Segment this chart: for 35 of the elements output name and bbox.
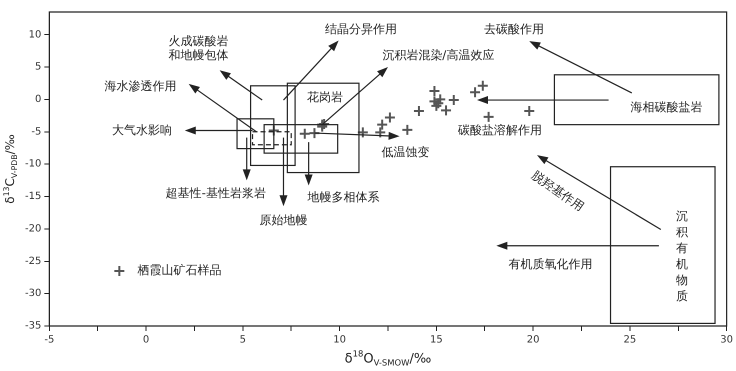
x-tick-label: 30	[720, 334, 734, 346]
y-tick-label: 10	[28, 29, 42, 40]
annotation: 碳酸盐溶解作用	[458, 123, 542, 138]
annotation: 地幔多相体系	[307, 190, 380, 204]
x-tick-label: 0	[142, 334, 150, 346]
annotation: 火成碳酸岩和地幔包体	[167, 34, 230, 62]
y-tick-label: -10	[24, 158, 42, 170]
y-tick-label: -15	[24, 191, 42, 202]
x-tick-label: 5	[240, 334, 246, 346]
annotation: 花岗岩	[307, 90, 344, 104]
annotation: 海相碳酸盐岩	[630, 100, 703, 114]
annotation: 超基性-基性岩浆岩	[166, 186, 266, 200]
y-tick-label: -35	[24, 320, 42, 332]
x-tick-label: 10	[333, 334, 346, 346]
annotation: 沉积岩混染/高温效应	[382, 48, 494, 62]
y-tick-label: 5	[34, 62, 42, 73]
annotation: 大气水影响	[112, 123, 172, 138]
annotation: 原始地幔	[259, 213, 308, 228]
legend-label: 栖霞山矿石样品	[136, 263, 222, 278]
x-tick-label: -5	[44, 334, 54, 346]
y-tick-label: -20	[24, 223, 42, 234]
y-tick-label: -25	[24, 256, 42, 267]
x-tick-label: 25	[624, 334, 636, 346]
annotation: 低温蚀变	[381, 145, 430, 160]
annotation: 结晶分异作用	[324, 22, 397, 36]
y-tick-label: -30	[24, 288, 42, 300]
annotation: 海水渗透作用	[104, 79, 176, 94]
annotation: 有机质氧化作用	[508, 256, 593, 271]
annotation: 沉积有机物质	[676, 208, 689, 304]
y-tick-label: 0	[34, 94, 42, 105]
annotation: 去碳酸作用	[484, 22, 544, 36]
y-tick-label: -5	[31, 126, 42, 138]
x-tick-label: 15	[430, 334, 443, 346]
annotation: 脱羟基作用	[530, 168, 587, 214]
x-tick-label: 20	[526, 334, 540, 346]
